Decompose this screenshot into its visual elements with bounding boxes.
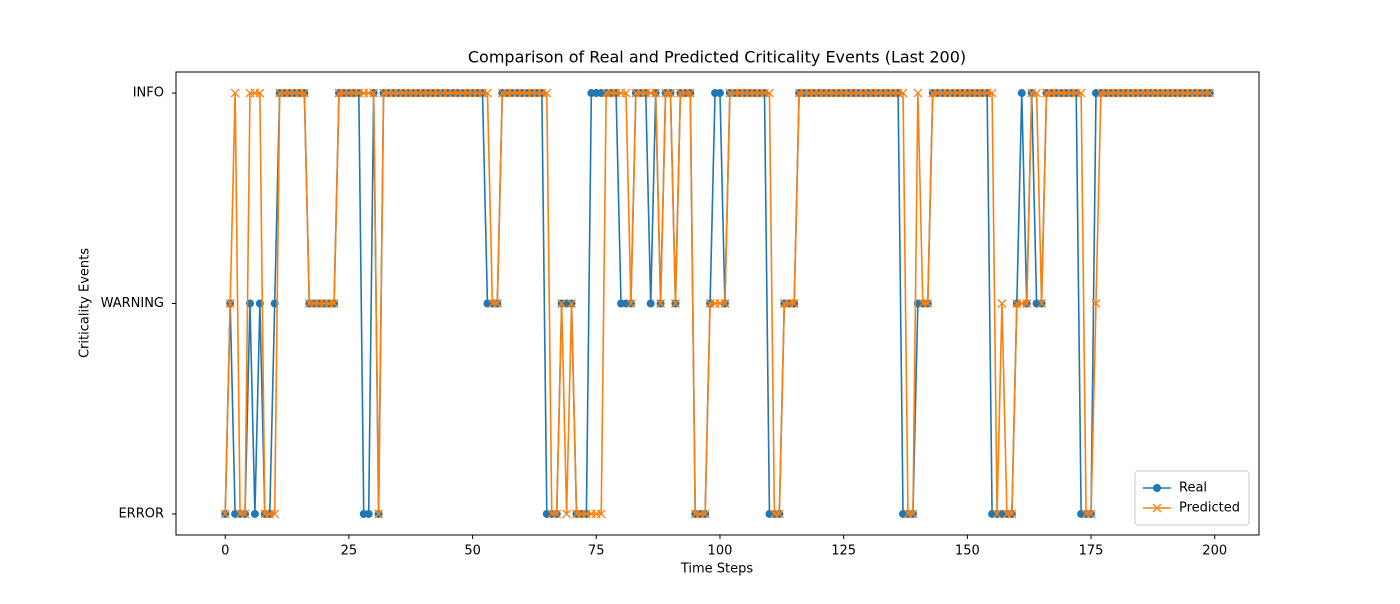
- data-point: [1205, 88, 1215, 98]
- data-point: [651, 88, 661, 98]
- data-point: [374, 509, 384, 519]
- y-tick-label: ERROR: [118, 506, 164, 521]
- data-point: [720, 299, 730, 308]
- data-point: [270, 509, 280, 519]
- x-tick-label: 25: [341, 544, 358, 559]
- data-point: [492, 299, 502, 308]
- x-tick-label: 175: [1079, 544, 1104, 559]
- data-point: [1086, 509, 1096, 519]
- chart-title: Comparison of Real and Predicted Critica…: [468, 48, 966, 67]
- legend-label: Real: [1179, 481, 1207, 496]
- data-point: [908, 509, 918, 519]
- x-tick-label: 0: [221, 544, 229, 559]
- data-point: [715, 89, 724, 98]
- data-point: [1017, 89, 1026, 98]
- data-point: [557, 299, 567, 308]
- data-point: [329, 299, 339, 308]
- data-point: [250, 509, 259, 518]
- data-point: [240, 509, 250, 519]
- data-point: [562, 509, 572, 519]
- data-point: [552, 509, 562, 519]
- x-axis-label: Time Steps: [680, 562, 754, 577]
- y-tick-label: INFO: [133, 86, 164, 101]
- x-tick-label: 150: [955, 544, 980, 559]
- data-point: [596, 509, 606, 519]
- legend-marker: [1152, 503, 1162, 513]
- data-point: [898, 88, 908, 98]
- data-point: [626, 299, 636, 308]
- legend-box: [1134, 470, 1250, 526]
- data-point: [220, 509, 230, 519]
- y-axis-label: Criticality Events: [78, 248, 93, 358]
- data-point: [666, 88, 675, 98]
- data-point: [1076, 88, 1086, 98]
- data-point: [992, 509, 1002, 519]
- data-point: [646, 299, 655, 308]
- data-point: [656, 299, 666, 308]
- data-point: [255, 88, 265, 98]
- legend-label: Predicted: [1179, 501, 1240, 516]
- data-point: [1037, 299, 1047, 308]
- data-point: [764, 88, 774, 98]
- data-point: [567, 299, 577, 308]
- x-tick-label: 200: [1202, 544, 1227, 559]
- data-point: [987, 88, 997, 98]
- data-point: [774, 509, 784, 519]
- data-point: [997, 299, 1007, 308]
- data-point: [299, 88, 309, 98]
- data-point: [542, 88, 552, 98]
- data-point: [225, 299, 235, 308]
- data-point: [482, 88, 492, 98]
- data-point: [923, 299, 933, 308]
- data-point: [230, 88, 240, 98]
- data-point: [700, 509, 710, 519]
- data-point: [1032, 88, 1042, 98]
- data-point: [1091, 299, 1101, 308]
- data-point: [1022, 299, 1032, 308]
- data-point: [670, 299, 680, 308]
- data-point: [369, 88, 379, 98]
- data-point: [621, 88, 631, 98]
- data-point: [364, 509, 373, 518]
- x-tick-label: 50: [464, 544, 481, 559]
- data-point: [1007, 509, 1017, 519]
- x-tick-label: 75: [588, 544, 605, 559]
- legend-marker: [1153, 484, 1161, 492]
- data-point: [913, 88, 923, 98]
- x-tick-label: 125: [831, 544, 856, 559]
- x-tick-label: 100: [708, 544, 733, 559]
- data-point: [685, 88, 695, 98]
- y-tick-label: WARNING: [101, 296, 164, 311]
- data-point: [789, 299, 799, 308]
